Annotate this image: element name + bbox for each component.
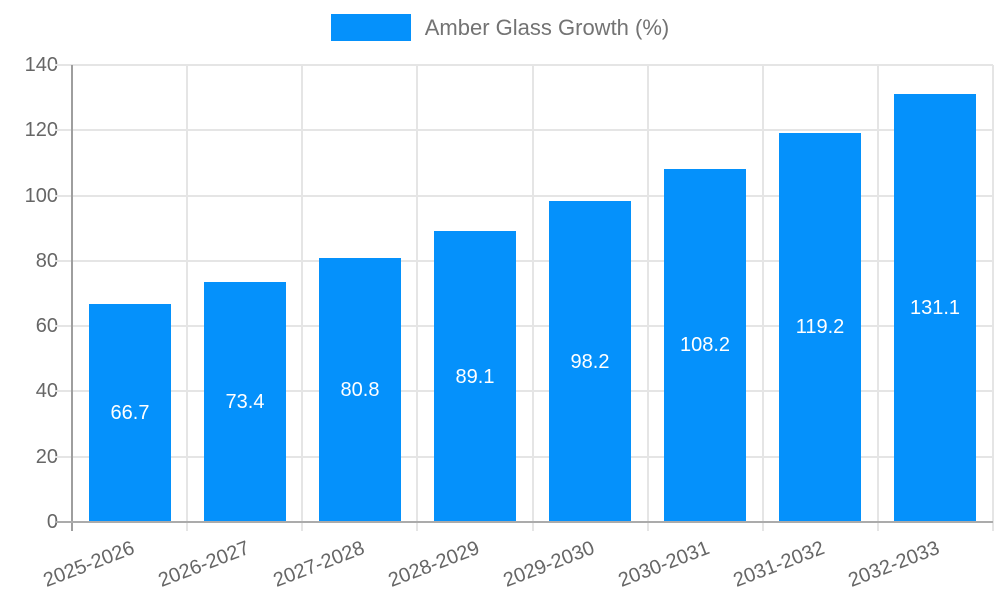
gridline-v bbox=[532, 65, 534, 531]
bar-value-label: 66.7 bbox=[110, 402, 150, 424]
bar-value-label: 98.2 bbox=[570, 351, 610, 373]
x-tick-label: 2030-2031 bbox=[615, 537, 713, 592]
legend-swatch bbox=[330, 14, 411, 41]
bar[interactable] bbox=[894, 94, 976, 522]
y-tick-label: 100 bbox=[24, 185, 58, 207]
gridline-v bbox=[301, 65, 303, 531]
gridline-v bbox=[416, 65, 418, 531]
gridline-h bbox=[55, 456, 993, 458]
bar[interactable] bbox=[204, 282, 286, 522]
gridline-v bbox=[992, 65, 994, 531]
bar[interactable] bbox=[434, 231, 516, 522]
gridline-v bbox=[647, 65, 649, 531]
gridline-h bbox=[55, 390, 993, 392]
y-tick-label: 20 bbox=[35, 446, 58, 468]
bar-value-label: 108.2 bbox=[679, 334, 731, 356]
y-tick-label: 60 bbox=[35, 315, 58, 337]
x-tick-label: 2026-2027 bbox=[155, 537, 253, 592]
gridline-v bbox=[186, 65, 188, 531]
gridline-h bbox=[55, 129, 993, 131]
bar-value-label: 131.1 bbox=[909, 297, 961, 319]
x-tick-label: 2029-2030 bbox=[500, 537, 598, 592]
bar[interactable] bbox=[89, 304, 171, 522]
bar[interactable] bbox=[319, 258, 401, 522]
gridline-v bbox=[762, 65, 764, 531]
bar-value-label: 80.8 bbox=[340, 379, 380, 401]
x-tick-label: 2031-2032 bbox=[730, 537, 828, 592]
y-tick-label: 140 bbox=[24, 54, 58, 76]
gridline-v bbox=[877, 65, 879, 531]
legend[interactable]: Amber Glass Growth (%) bbox=[0, 14, 1000, 41]
y-axis-line bbox=[71, 65, 73, 531]
x-tick-label: 2027-2028 bbox=[270, 537, 368, 592]
y-tick-label: 80 bbox=[35, 250, 58, 272]
x-tick-label: 2032-2033 bbox=[845, 537, 943, 592]
bar-value-label: 73.4 bbox=[225, 391, 265, 413]
y-tick-label: 120 bbox=[24, 119, 58, 141]
gridline-h bbox=[55, 260, 993, 262]
gridline-h bbox=[55, 195, 993, 197]
x-tick-label: 2025-2026 bbox=[40, 537, 138, 592]
bar[interactable] bbox=[549, 201, 631, 522]
bar[interactable] bbox=[779, 133, 861, 522]
x-tick-label: 2028-2029 bbox=[385, 537, 483, 592]
bar-value-label: 89.1 bbox=[455, 366, 495, 388]
y-tick-label: 0 bbox=[46, 511, 58, 533]
x-axis-line bbox=[55, 521, 993, 523]
gridline-h bbox=[55, 64, 993, 66]
legend-label: Amber Glass Growth (%) bbox=[424, 15, 670, 40]
y-tick-label: 40 bbox=[35, 380, 58, 402]
bar-value-label: 119.2 bbox=[795, 316, 845, 338]
bar[interactable] bbox=[664, 169, 746, 522]
gridline-h bbox=[55, 325, 993, 327]
